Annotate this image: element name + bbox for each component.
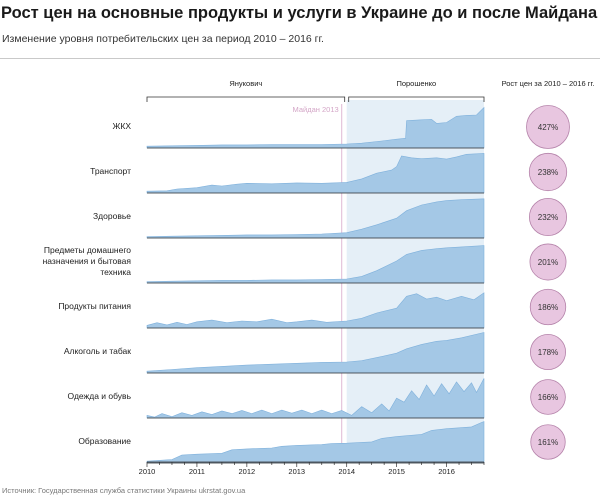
growth-column-header: Рост цен за 2010 – 2016 гг. — [502, 79, 595, 88]
growth-value-label: 166% — [538, 393, 558, 402]
growth-bubble — [530, 379, 566, 415]
series-area — [146, 332, 485, 374]
growth-bubble — [529, 288, 567, 326]
category-row: Транспорт — [90, 153, 485, 194]
x-axis: 2010 2011 2012 2013 2014 2015 2016 — [139, 461, 485, 476]
x-tick-label: 2011 — [189, 467, 205, 476]
category-label: Транспорт — [90, 166, 131, 176]
growth-bubble — [526, 105, 570, 149]
growth-value-label: 186% — [538, 303, 558, 312]
category-label: Предметы домашнего — [44, 245, 131, 255]
series-area — [146, 292, 485, 329]
x-tick-label: 2012 — [239, 467, 256, 476]
series-area — [146, 378, 485, 419]
growth-value-label: 232% — [538, 213, 558, 222]
category-label: назначения и бытовая — [43, 256, 132, 266]
series-area — [146, 421, 485, 464]
period-bracket — [348, 96, 485, 102]
series-area — [146, 245, 485, 284]
growth-value-label: 161% — [538, 438, 558, 447]
series-area — [146, 198, 485, 239]
growth-value-label: 238% — [538, 168, 558, 177]
x-tick-label: 2010 — [139, 467, 156, 476]
chart-subtitle: Изменение уровня потребительских цен за … — [2, 33, 324, 45]
growth-bubble — [529, 333, 567, 371]
growth-bubble — [528, 152, 568, 192]
category-label: Здоровье — [93, 211, 131, 221]
period-label: Порошенко — [396, 79, 436, 88]
growth-bubble — [528, 197, 568, 237]
period-bracket — [146, 96, 346, 102]
header-divider — [0, 58, 600, 59]
category-row: ЖКХ — [113, 106, 485, 149]
maidan-label: Майдан 2013 — [293, 105, 339, 114]
category-row: Здоровье — [93, 198, 485, 239]
category-row: Продукты питания — [58, 292, 485, 329]
chart-title: Рост цен на основные продукты и услуги в… — [1, 4, 598, 22]
growth-bubble — [530, 424, 566, 460]
category-label: Продукты питания — [58, 301, 131, 311]
x-tick-label: 2016 — [438, 467, 455, 476]
category-rows: ЖКХ Транспорт Здоровье Предметы домашнегона… — [43, 106, 485, 464]
category-label: Образование — [78, 436, 131, 446]
category-row: Одежда и обувь — [68, 378, 485, 419]
growth-value-label: 201% — [538, 258, 558, 267]
x-tick-label: 2013 — [288, 467, 305, 476]
source-note: Источник: Государственная служба статист… — [2, 486, 246, 495]
category-row: Образование — [78, 421, 485, 464]
x-tick-label: 2015 — [388, 467, 405, 476]
category-row: Алкоголь и табак — [64, 332, 485, 374]
period-label: Янукович — [229, 79, 262, 88]
growth-bubble — [529, 243, 567, 281]
growth-column: Рост цен за 2010 – 2016 гг. 427% 238% 232% 2… — [502, 79, 595, 460]
category-label: Алкоголь и табак — [64, 346, 131, 356]
category-label: техника — [100, 267, 131, 277]
category-label: ЖКХ — [113, 121, 132, 131]
x-tick-label: 2014 — [338, 467, 355, 476]
growth-value-label: 427% — [538, 123, 558, 132]
category-label: Одежда и обувь — [68, 391, 132, 401]
series-area — [146, 106, 485, 149]
series-area — [146, 153, 485, 194]
growth-value-label: 178% — [538, 348, 558, 357]
